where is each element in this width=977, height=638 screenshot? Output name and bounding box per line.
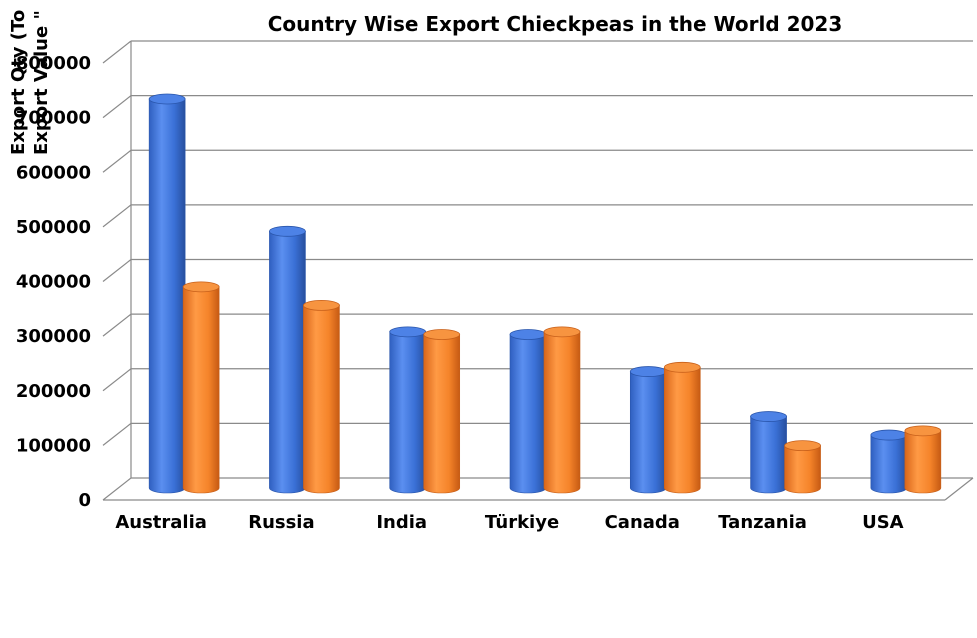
bar-body <box>543 331 581 494</box>
x-category-label: India <box>376 512 427 533</box>
y-tick-label: 800000 <box>16 53 91 74</box>
side-gridline <box>102 313 132 337</box>
x-category-label: Canada <box>605 512 680 533</box>
bar-body <box>182 286 220 494</box>
bar-top <box>870 429 908 441</box>
bar-top <box>148 93 186 105</box>
bar-top <box>784 440 821 452</box>
bar-top <box>423 329 461 340</box>
bar-tanzania-series-2 <box>784 440 821 494</box>
x-category-label: Türkiye <box>485 512 559 533</box>
bar-top <box>543 326 581 338</box>
bar-body <box>389 331 427 494</box>
x-category-labels: Australia Russia India Türkiye Canada Tanzani… <box>115 512 903 533</box>
y-tick-label: 600000 <box>16 162 91 183</box>
side-gridline <box>102 204 132 228</box>
side-gridline <box>102 40 132 64</box>
bar-body <box>269 231 306 494</box>
x-category-label: USA <box>862 512 904 533</box>
bar-usa-series-2 <box>904 425 942 494</box>
y-tick-labels: 0 100000 200000 300000 400000 500000 600000 700… <box>16 53 91 511</box>
bar-body <box>750 416 787 494</box>
y-axis-label-2: Export Value " <box>31 10 52 155</box>
bar-australia-series-2 <box>182 281 220 494</box>
bar-tanzania-series-1 <box>750 411 787 494</box>
side-gridline <box>102 95 132 119</box>
bar-body <box>784 445 821 494</box>
y-tick-label: 300000 <box>16 326 91 347</box>
bar-australia-series-1 <box>148 93 186 494</box>
bar-body <box>148 98 186 494</box>
bar-top <box>904 425 942 437</box>
bar-top <box>750 411 787 422</box>
bar-top <box>182 281 220 293</box>
bar-russia-series-2 <box>303 300 340 494</box>
y-tick-label: 500000 <box>16 217 91 238</box>
bar-t-rkiye-series-1 <box>509 329 547 494</box>
bar-body <box>904 430 942 494</box>
bar-body <box>663 367 701 494</box>
bar-body <box>509 334 547 494</box>
bar-body <box>423 334 461 494</box>
side-gridline <box>102 368 132 392</box>
bar-top <box>663 361 701 373</box>
y-tick-label: 0 <box>78 490 91 511</box>
floor-right-edge <box>944 477 974 501</box>
side-gridline <box>102 149 132 173</box>
bar-russia-series-1 <box>269 225 306 494</box>
bar-t-rkiye-series-2 <box>543 326 581 494</box>
bar-usa-series-1 <box>870 429 908 494</box>
bar-top <box>509 329 547 340</box>
bar-body <box>303 305 340 494</box>
x-category-label: Tanzania <box>718 512 807 533</box>
bar-top <box>303 300 340 311</box>
bar-body <box>870 434 908 494</box>
bar-body <box>629 371 667 494</box>
y-tick-label: 100000 <box>16 435 91 456</box>
bar-top <box>269 225 306 237</box>
bar-canada-series-1 <box>629 366 667 494</box>
bar-top <box>629 366 667 377</box>
y-tick-label: 700000 <box>16 108 91 129</box>
bar-india-series-1 <box>389 326 427 494</box>
y-tick-label: 200000 <box>16 381 91 402</box>
bars <box>148 93 942 494</box>
y-tick-label: 400000 <box>16 272 91 293</box>
bar-canada-series-2 <box>663 361 701 494</box>
chart-title: Country Wise Export Chieckpeas in the Wo… <box>268 12 843 36</box>
side-gridline <box>102 422 132 446</box>
y-axis-label-1: Export Qty (To <box>8 10 29 155</box>
x-category-label: Australia <box>115 512 207 533</box>
side-gridline <box>102 259 132 282</box>
x-category-label: Russia <box>248 512 314 533</box>
side-gridline <box>102 477 132 501</box>
bar-india-series-2 <box>423 329 461 494</box>
bar-top <box>389 326 427 338</box>
